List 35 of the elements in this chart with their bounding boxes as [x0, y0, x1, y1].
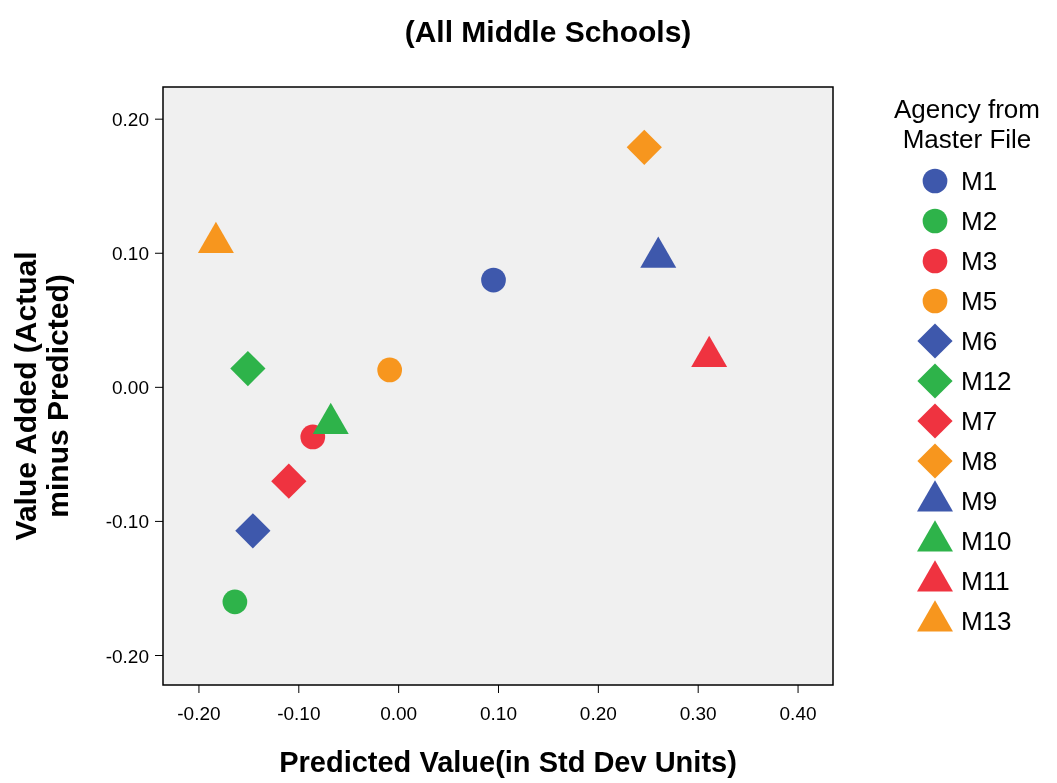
legend-label: M5 — [961, 286, 998, 316]
x-tick-label: -0.10 — [277, 703, 321, 724]
point — [481, 267, 506, 293]
legend-title: Agency from Master File — [894, 94, 1040, 154]
chart-title: (All Middle Schools) — [404, 15, 692, 48]
point — [230, 350, 266, 387]
y-axis-title: Value Added (Actual minus Predicted) — [9, 251, 74, 541]
legend-label: M13 — [961, 606, 1012, 636]
legend-label: M2 — [961, 206, 998, 236]
legend-label: M3 — [961, 246, 998, 276]
y-tick-label: -0.10 — [105, 511, 149, 533]
point — [626, 129, 662, 165]
x-tick-label: 0.30 — [679, 703, 717, 724]
legend-label: M11 — [961, 566, 1010, 596]
x-tick-label: 0.20 — [579, 703, 617, 724]
x-axis-title: Predicted Value(in Std Dev Units) — [279, 746, 737, 778]
point — [271, 463, 307, 499]
x-tick-label: -0.20 — [177, 703, 221, 724]
y-tick-label: 0.00 — [112, 377, 149, 399]
legend-label: M8 — [961, 446, 998, 476]
x-tick-label: 0.40 — [779, 703, 817, 724]
legend-label: M6 — [961, 326, 998, 356]
legend-label: M7 — [961, 406, 998, 436]
y-tick-label: 0.20 — [112, 109, 149, 131]
point — [222, 589, 248, 615]
legend-label: M12 — [961, 366, 1012, 396]
x-tick-label: 0.00 — [380, 703, 418, 724]
point — [235, 513, 271, 549]
point — [377, 357, 403, 383]
legend-label: M9 — [961, 486, 998, 516]
y-tick-label: 0.10 — [112, 243, 149, 265]
y-tick-label: -0.20 — [105, 645, 149, 667]
legend-label: M1 — [961, 166, 998, 196]
x-tick-label: 0.10 — [480, 703, 517, 724]
legend-label: M10 — [961, 526, 1012, 556]
